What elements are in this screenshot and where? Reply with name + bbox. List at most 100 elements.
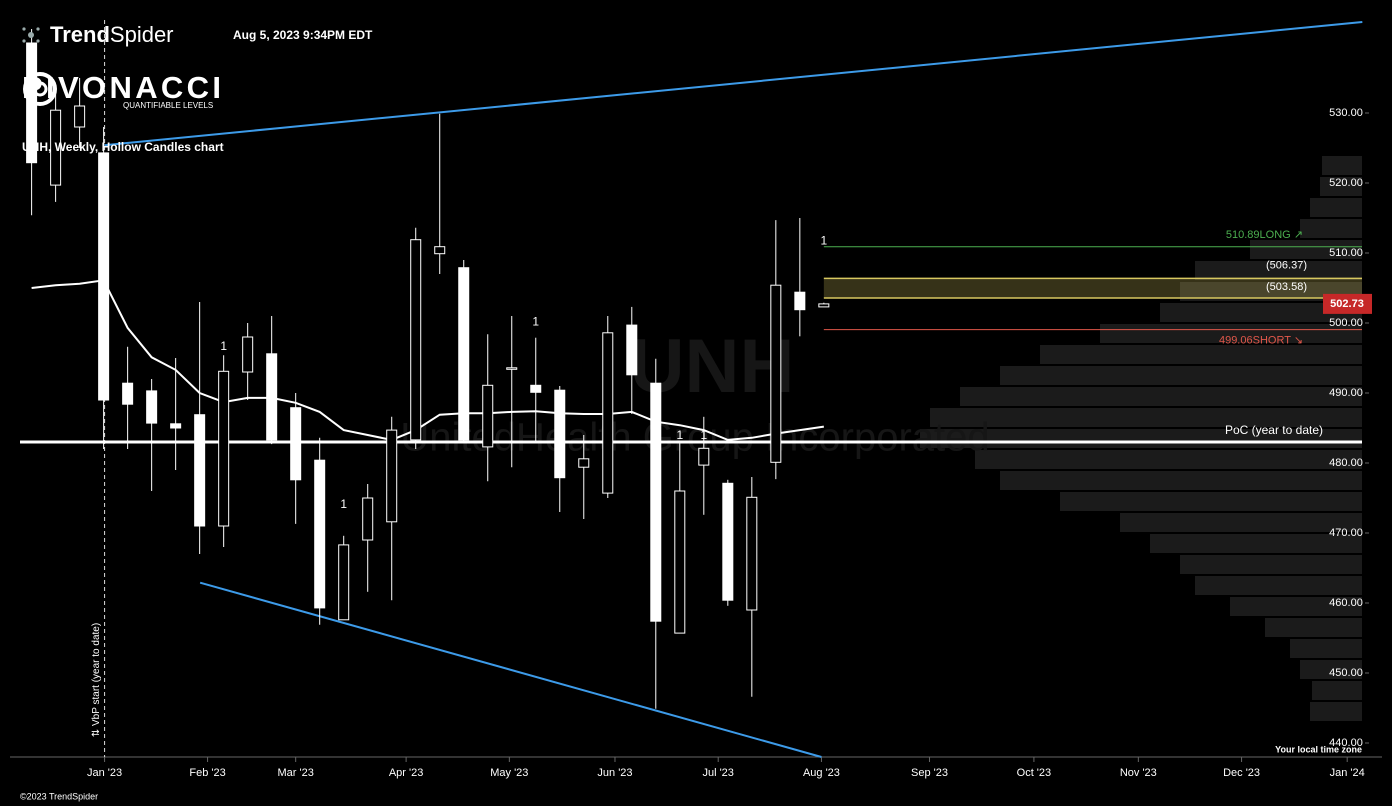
short-label: 499.06SHORT ↘ [1219,334,1303,346]
candle-body [482,384,494,448]
candle-body [698,447,710,466]
candle-body [146,390,158,424]
candle-body [194,414,206,527]
event-marker: 1 [532,314,539,328]
event-marker: 1 [820,233,827,247]
candle-body [530,384,542,393]
volume-profile-bar [1300,660,1362,679]
candle-body [290,407,302,481]
volume-profile-bar [1320,177,1362,196]
candle-body [410,239,422,441]
candle-body [770,284,782,463]
candle-body [338,544,350,621]
logo-sub: QUANTIFIABLE LEVELS [123,101,213,110]
volume-profile-bar [1000,366,1362,385]
icon-dot [36,39,40,43]
y-tick-label: 500.00 [1329,317,1363,329]
volume-profile-bar [1265,618,1362,637]
volume-profile-bar [1195,261,1362,280]
volume-profile-bar [1180,555,1362,574]
candle-body [242,336,254,373]
volume-profile-bar [1040,345,1362,364]
candle-body [674,490,686,634]
candle-body [602,332,614,494]
volume-profile-bar [1312,681,1362,700]
long-label: 510.89LONG ↗ [1226,229,1303,241]
volume-profile-bar [1310,702,1362,721]
plot-layer: 530.00 520.00 510.00 500.00 490.00 480.00 470.… [10,20,1382,779]
candle-body [50,109,62,186]
moving-average [31,279,824,441]
header: TrendSpider Aug 5, 2023 9:34PM EDT PIVON… [22,22,373,154]
long-tag: LONG ↗ [1260,229,1303,241]
poc-label: PoC (year to date) [1225,423,1323,437]
x-tick-label: Mar '23 [278,767,314,779]
x-tick-label: Oct '23 [1017,767,1052,779]
brand-bold: Trend [50,22,110,47]
candle-body [170,423,182,429]
candle-body [626,324,638,376]
x-tick-label: Aug '23 [803,767,840,779]
candle-body [818,303,830,308]
candle-body [554,389,566,479]
volume-profile-bar [1300,219,1362,238]
y-tick-label: 480.00 [1329,457,1363,469]
y-tick-label: 460.00 [1329,597,1363,609]
candle-body [578,458,590,468]
y-tick-label: 450.00 [1329,667,1363,679]
volume-profile-bar [1290,639,1362,658]
volume-profile-bar [1060,492,1362,511]
x-tick-label: Sep '23 [911,767,948,779]
last-price-label: 502.73 [1330,298,1364,310]
short-tag: SHORT ↘ [1253,334,1303,346]
watermark-name: UnitedHealth Group Incorporated [400,416,989,460]
timezone-note: Your local time zone [1275,744,1362,754]
x-tick-label: Dec '23 [1223,767,1260,779]
event-marker: 1 [220,339,227,353]
candle-body [650,382,662,622]
candle-body [122,382,134,405]
volume-profile-bar [1000,471,1362,490]
x-tick-label: Jul '23 [702,767,733,779]
candle-body [98,152,110,401]
brand-icon [22,27,40,43]
zone-label: (503.58) [1266,281,1307,293]
volume-profile-bar [1160,303,1362,322]
long-value: 510.89 [1226,229,1260,241]
timestamp: Aug 5, 2023 9:34PM EDT [233,28,373,42]
y-tick-label: 510.00 [1329,247,1363,259]
logo-icon [32,81,48,97]
candle-body [746,496,758,611]
trendline [199,581,822,758]
candle-body [314,459,326,609]
x-tick-label: Jun '23 [597,767,632,779]
x-tick-label: May '23 [490,767,528,779]
y-tick-label: 490.00 [1329,387,1363,399]
chart-title: UNH, Weekly, Hollow Candles chart [22,140,224,154]
short-value: 499.06 [1219,334,1253,346]
volume-profile-bar [1120,513,1362,532]
volume-profile-bar [1195,576,1362,595]
candle-body [218,370,230,527]
candle-body [506,367,518,370]
y-tick-label: 530.00 [1329,107,1363,119]
logo: PIVONACCI [22,70,220,105]
candle-body [434,246,446,255]
volume-profile-bar [930,408,1362,427]
icon-dot [22,27,26,31]
icon-dot [36,27,40,31]
volume-profile-bar [1250,240,1362,259]
x-tick-label: Jan '24 [1330,767,1365,779]
volume-profile-bar [1150,534,1362,553]
candle-body [458,267,470,441]
candle-body [74,105,86,128]
zone-label: (506.37) [1266,259,1307,271]
candle-body [362,497,374,541]
candle-body [722,482,734,601]
brand: TrendSpider [50,22,174,47]
volume-profile-bar [1100,324,1362,343]
x-tick-label: Feb '23 [189,767,225,779]
event-marker: 1 [700,428,707,442]
